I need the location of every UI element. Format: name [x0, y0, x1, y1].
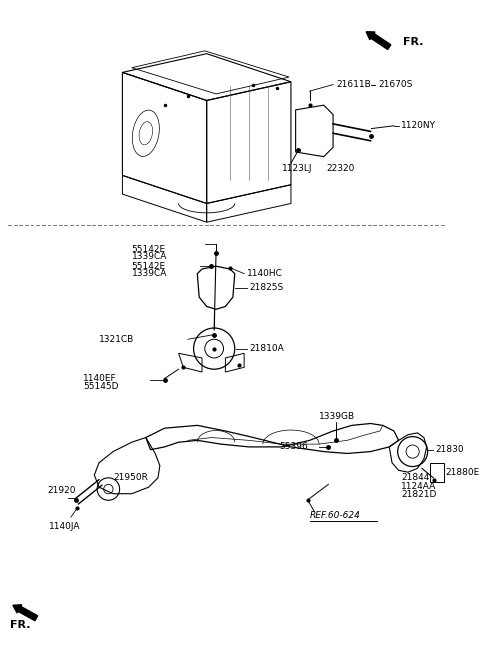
Text: 21611B: 21611B [336, 80, 371, 89]
Text: 55142E: 55142E [132, 245, 166, 254]
FancyArrow shape [13, 605, 37, 621]
Text: 21830: 21830 [435, 445, 464, 454]
Text: FR.: FR. [403, 37, 424, 47]
Text: 1339CA: 1339CA [132, 253, 167, 261]
Text: 21670S: 21670S [378, 80, 412, 89]
Text: 55145D: 55145D [83, 382, 119, 390]
Text: 1140JA: 1140JA [49, 522, 81, 531]
Text: 1124AA: 1124AA [401, 482, 437, 491]
Text: 55396: 55396 [280, 442, 309, 451]
Text: 1123LJ: 1123LJ [282, 165, 312, 173]
Text: 21920: 21920 [48, 486, 76, 495]
Text: 1120NY: 1120NY [401, 121, 436, 131]
FancyArrow shape [366, 31, 391, 49]
Text: 21825S: 21825S [250, 283, 284, 292]
Text: FR.: FR. [10, 620, 31, 630]
Text: 22320: 22320 [326, 165, 355, 173]
Text: 1321CB: 1321CB [99, 335, 134, 344]
Text: 21844: 21844 [401, 473, 430, 482]
Text: 21821D: 21821D [401, 490, 437, 499]
Text: 1140HC: 1140HC [247, 269, 283, 278]
Text: 55142E: 55142E [132, 262, 166, 271]
Text: 21810A: 21810A [250, 344, 285, 353]
Text: 1339CA: 1339CA [132, 269, 167, 278]
Text: 1339GB: 1339GB [319, 413, 355, 421]
Bar [430, 463, 444, 482]
Text: 1140EF: 1140EF [83, 374, 117, 383]
Text: REF.60-624: REF.60-624 [310, 511, 360, 520]
Text: 21880E: 21880E [445, 468, 480, 477]
Text: 21950R: 21950R [113, 473, 148, 482]
